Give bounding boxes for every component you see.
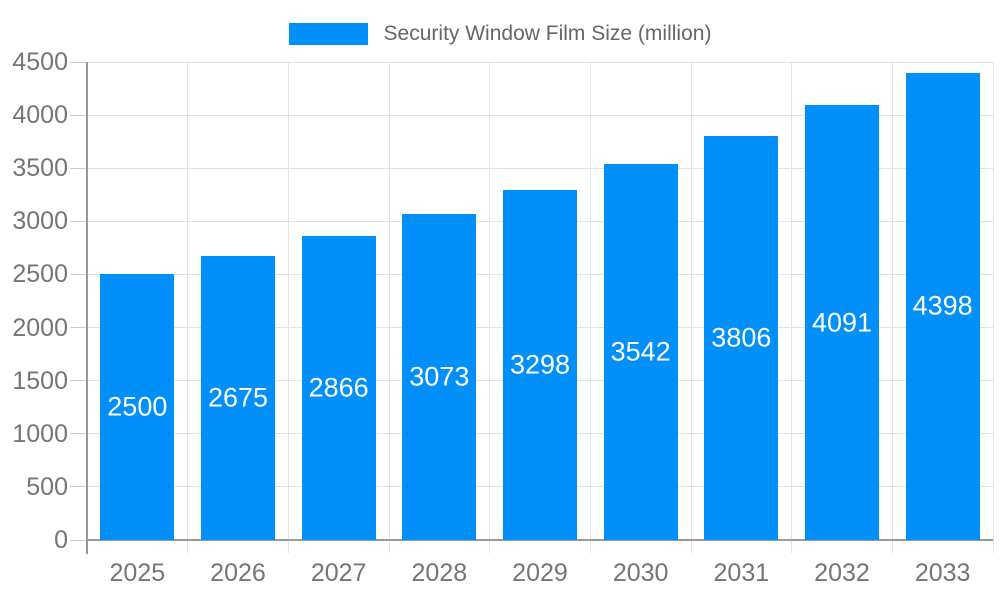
y-tick-label: 2000 xyxy=(12,313,68,342)
bar: 4398 xyxy=(905,72,980,540)
x-tick-label: 2025 xyxy=(109,559,166,587)
bar: 2866 xyxy=(301,235,376,540)
bar-value-label: 2500 xyxy=(107,391,168,422)
bar: 4091 xyxy=(805,105,879,540)
x-tick-label: 2030 xyxy=(612,559,669,587)
gridline-vertical xyxy=(187,62,189,553)
y-tick-label: 3500 xyxy=(12,154,68,183)
x-tick-label: 2026 xyxy=(210,559,266,587)
y-tick-label: 0 xyxy=(54,526,68,554)
bar: 3806 xyxy=(704,135,779,540)
x-tick-label: 2032 xyxy=(814,559,870,587)
gridline-vertical xyxy=(287,62,289,553)
y-tick-label: 1000 xyxy=(12,419,68,448)
y-axis-tick xyxy=(70,433,87,435)
gridline-horizontal xyxy=(87,167,993,169)
bar-value-label: 2866 xyxy=(308,372,369,403)
y-axis-tick xyxy=(70,273,87,275)
x-tick-label: 2031 xyxy=(713,559,770,587)
y-tick-label: 4500 xyxy=(12,48,68,76)
bar: 3298 xyxy=(503,189,577,540)
x-axis-line xyxy=(86,539,993,541)
y-tick-label: 3000 xyxy=(12,207,68,236)
bar-value-label: 4398 xyxy=(912,290,973,321)
bar-value-label: 3073 xyxy=(409,361,470,392)
gridline-vertical xyxy=(388,62,390,553)
gridline-horizontal xyxy=(87,61,993,63)
bar-value-label: 3542 xyxy=(610,336,671,367)
gridline-vertical xyxy=(589,62,591,553)
gridline-vertical xyxy=(992,62,994,553)
bar-value-label: 3806 xyxy=(711,322,772,353)
y-axis-tick xyxy=(70,486,87,488)
legend-swatch[interactable] xyxy=(288,23,368,45)
y-axis-tick xyxy=(70,61,87,63)
gridline-vertical xyxy=(791,62,793,553)
x-tick-label: 2028 xyxy=(411,559,468,587)
gridline-vertical xyxy=(489,62,491,553)
bar-value-label: 2675 xyxy=(207,382,269,413)
legend-label[interactable]: Security Window Film Size (million) xyxy=(383,22,712,45)
x-tick-label: 2027 xyxy=(310,559,367,587)
y-axis-line xyxy=(86,62,88,554)
y-axis-tick xyxy=(70,327,87,329)
y-axis-tick xyxy=(70,114,87,116)
gridline-vertical xyxy=(891,62,893,553)
bar: 3073 xyxy=(402,213,477,540)
x-tick-label: 2033 xyxy=(914,559,971,587)
bar: 2500 xyxy=(100,274,175,540)
y-tick-label: 500 xyxy=(26,472,68,501)
legend-item[interactable]: Security Window Film Size (million) xyxy=(0,17,1000,51)
gridline-horizontal xyxy=(87,114,993,116)
y-axis-tick xyxy=(70,539,87,541)
y-tick-label: 2500 xyxy=(12,260,68,289)
y-axis-tick xyxy=(70,220,87,222)
bar: 2675 xyxy=(201,255,275,540)
x-tick-label: 2029 xyxy=(512,559,568,587)
bar-value-label: 4091 xyxy=(811,307,873,338)
bar-value-label: 3298 xyxy=(509,349,571,380)
bar: 3542 xyxy=(603,163,678,540)
y-axis-tick xyxy=(70,167,87,169)
y-axis-tick xyxy=(70,380,87,382)
y-tick-label: 1500 xyxy=(12,366,68,395)
y-tick-label: 4000 xyxy=(12,101,68,130)
gridline-vertical xyxy=(690,62,692,553)
